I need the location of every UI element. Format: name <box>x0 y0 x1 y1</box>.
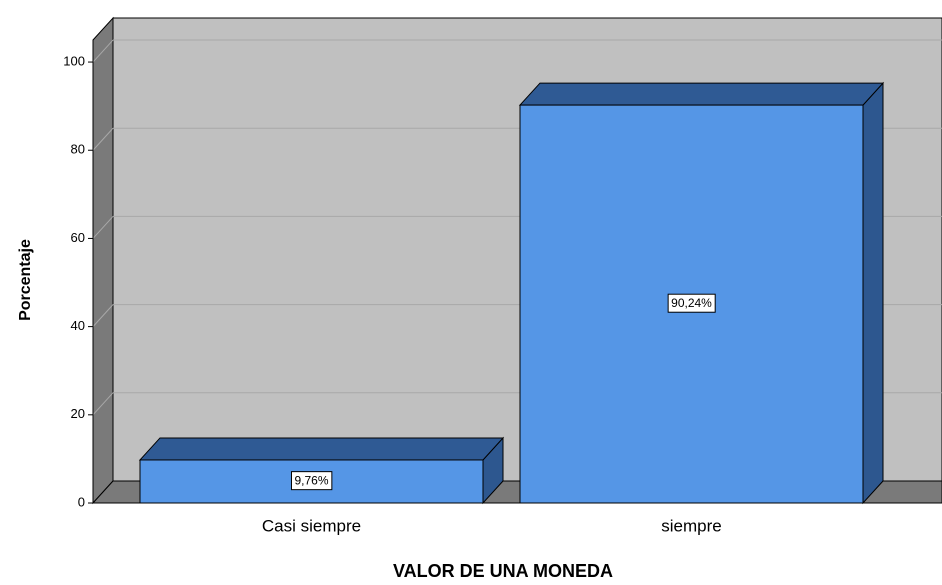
value-label-box <box>667 293 716 313</box>
y-tick-label: 20 <box>71 406 85 421</box>
x-tick-label: siempre <box>661 516 721 535</box>
grid-line <box>92 216 114 239</box>
value-label: 9,76% <box>294 474 328 488</box>
y-axis-label: Porcentaje <box>17 239 34 321</box>
y-tick-label: 60 <box>71 230 85 245</box>
grid-line <box>92 304 114 327</box>
grid-line <box>92 392 114 416</box>
grid-line <box>92 39 114 63</box>
bar-side <box>862 81 884 505</box>
y-tick-label: 80 <box>71 142 85 157</box>
bar-top <box>138 437 505 461</box>
bar-top <box>518 82 885 106</box>
y-tick-label: 100 <box>63 53 85 68</box>
x-axis-label: VALOR DE UNA MONEDA <box>393 561 613 581</box>
value-label: 90,24% <box>671 296 712 310</box>
x-tick-label: Casi siempre <box>262 516 361 535</box>
y-tick-label: 40 <box>71 318 85 333</box>
value-label-box <box>290 471 333 491</box>
y-tick-label: 0 <box>78 494 85 509</box>
grid-line <box>92 127 114 151</box>
side-wall <box>92 16 114 505</box>
